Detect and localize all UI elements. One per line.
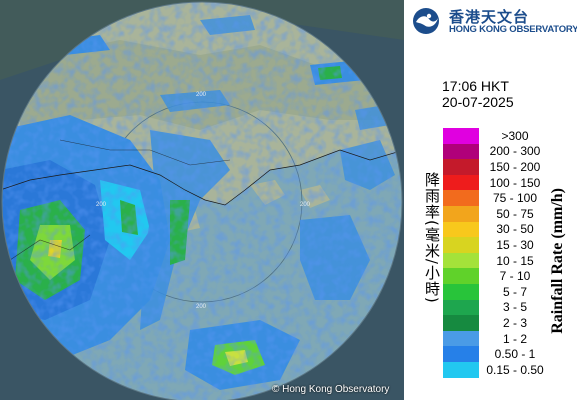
legend-label: >300 xyxy=(501,128,529,143)
legend-row: 0.50 - 1 xyxy=(443,346,551,362)
legend-swatch xyxy=(443,346,479,362)
legend-label: 15 - 30 xyxy=(496,237,534,252)
legend-label: 50 - 75 xyxy=(496,206,534,221)
legend-swatch xyxy=(443,299,479,316)
legend-label: 1 - 2 xyxy=(502,331,527,346)
legend-row: 5 - 7 xyxy=(443,283,551,300)
legend-panel: 香港天文台 HONG KONG OBSERVATORY 17:06 HKT 20… xyxy=(404,0,577,400)
legend-label: 5 - 7 xyxy=(502,284,527,299)
agency-name-zh: 香港天文台 xyxy=(449,8,530,26)
legend-label: 75 - 100 xyxy=(492,191,538,206)
legend-row: 0.15 - 0.50 xyxy=(443,361,551,378)
legend-label: 0.50 - 1 xyxy=(494,347,536,362)
legend-swatch xyxy=(443,361,479,378)
legend-swatch xyxy=(443,315,479,331)
legend-row: 75 - 100 xyxy=(443,190,551,206)
legend-label: 0.15 - 0.50 xyxy=(486,362,544,377)
rainfall-legend: >300 200 - 300 150 - 200 100 - 150 75 - 100 5… xyxy=(443,128,551,378)
legend-swatch xyxy=(443,128,479,144)
legend-swatch xyxy=(443,174,479,191)
legend-label: 30 - 50 xyxy=(496,222,534,237)
observation-date: 20-07-2025 xyxy=(442,94,514,110)
legend-title-zh: 降雨率(毫米/小時) xyxy=(423,172,441,304)
legend-label: 7 - 10 xyxy=(499,269,531,284)
legend-swatch xyxy=(443,237,479,253)
radar-range-disc xyxy=(2,2,402,400)
legend-label: 3 - 5 xyxy=(502,300,527,315)
range-label: 200 xyxy=(96,202,107,208)
legend-row: 150 - 200 xyxy=(443,159,551,175)
legend-swatch xyxy=(443,159,479,175)
legend-label: 200 - 300 xyxy=(489,144,541,159)
radar-image: 200 200 200 200 xyxy=(0,0,404,400)
legend-row: 200 - 300 xyxy=(443,143,551,160)
range-label: 200 xyxy=(196,304,207,310)
legend-swatch xyxy=(443,268,479,284)
copyright-notice: © Hong Kong Observatory xyxy=(272,384,390,395)
legend-swatch xyxy=(443,205,479,222)
legend-row: 2 - 3 xyxy=(443,315,551,331)
legend-label: 150 - 200 xyxy=(489,159,541,174)
legend-swatch xyxy=(443,252,479,269)
legend-row: 30 - 50 xyxy=(443,221,551,238)
legend-row: 50 - 75 xyxy=(443,205,551,222)
hko-logo-icon xyxy=(413,8,439,34)
range-label: 200 xyxy=(196,92,207,98)
legend-swatch xyxy=(443,330,479,347)
legend-label: 10 - 15 xyxy=(496,253,534,268)
legend-title-en: Rainfall Rate (mm/h) xyxy=(549,188,566,334)
radar-map[interactable]: 200 200 200 200 © Hong Kong Observatory xyxy=(0,0,404,400)
legend-swatch xyxy=(443,221,479,238)
legend-row: 7 - 10 xyxy=(443,268,551,284)
range-label: 200 xyxy=(300,202,311,208)
legend-row: 10 - 15 xyxy=(443,252,551,269)
legend-row: 3 - 5 xyxy=(443,299,551,316)
legend-row: 15 - 30 xyxy=(443,237,551,253)
legend-swatch xyxy=(443,283,479,300)
agency-name-en: HONG KONG OBSERVATORY xyxy=(449,24,577,35)
observation-time: 17:06 HKT xyxy=(442,78,509,94)
legend-row: 100 - 150 xyxy=(443,174,551,191)
legend-row: >300 xyxy=(443,128,551,144)
legend-swatch xyxy=(443,190,479,206)
legend-swatch xyxy=(443,143,479,160)
legend-row: 1 - 2 xyxy=(443,330,551,347)
legend-label: 2 - 3 xyxy=(502,315,527,330)
legend-label: 100 - 150 xyxy=(489,175,541,190)
